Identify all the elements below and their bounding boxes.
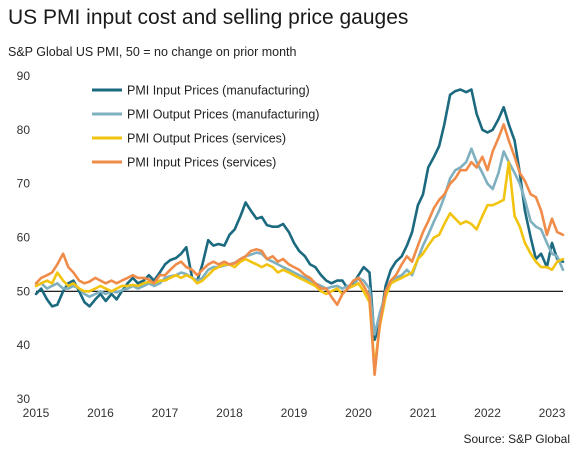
legend-label: PMI Output Prices (manufacturing) bbox=[127, 108, 319, 122]
source-note: Source: S&P Global bbox=[463, 432, 570, 446]
x-tick-label: 2015 bbox=[23, 406, 50, 420]
series-line-2 bbox=[34, 147, 565, 336]
y-tick-label: 40 bbox=[17, 338, 31, 352]
y-tick-label: 90 bbox=[17, 69, 31, 83]
y-tick-label: 30 bbox=[17, 392, 31, 406]
x-tick-label: 2019 bbox=[281, 406, 308, 420]
legend-label: PMI Input Prices (services) bbox=[127, 156, 276, 170]
x-tick-label: 2017 bbox=[152, 406, 179, 420]
x-axis-ticks: 2015 2016 2017 2018 2019 2020 2021 2022 2023 bbox=[23, 406, 566, 420]
chart-title: US PMI input cost and selling price gaug… bbox=[8, 6, 409, 29]
series-line-4 bbox=[34, 123, 565, 377]
y-axis-ticks: 30 40 50 60 70 80 90 bbox=[17, 69, 31, 406]
y-tick-label: 70 bbox=[17, 177, 31, 191]
legend-label: PMI Output Prices (services) bbox=[127, 132, 286, 146]
chart-subtitle: S&P Global US PMI, 50 = no change on pri… bbox=[8, 45, 297, 59]
y-tick-label: 80 bbox=[17, 123, 31, 137]
x-tick-label: 2022 bbox=[474, 406, 501, 420]
x-tick-label: 2020 bbox=[345, 406, 372, 420]
legend: PMI Input Prices (manufacturing) PMI Outp… bbox=[92, 84, 319, 170]
legend-label: PMI Input Prices (manufacturing) bbox=[127, 84, 310, 98]
series-line-3 bbox=[34, 160, 565, 369]
y-tick-label: 50 bbox=[17, 284, 31, 298]
x-tick-label: 2021 bbox=[410, 406, 437, 420]
y-tick-label: 60 bbox=[17, 231, 31, 245]
x-tick-label: 2016 bbox=[87, 406, 114, 420]
series-lines bbox=[34, 88, 565, 377]
x-tick-label: 2023 bbox=[539, 406, 566, 420]
x-tick-label: 2018 bbox=[216, 406, 243, 420]
